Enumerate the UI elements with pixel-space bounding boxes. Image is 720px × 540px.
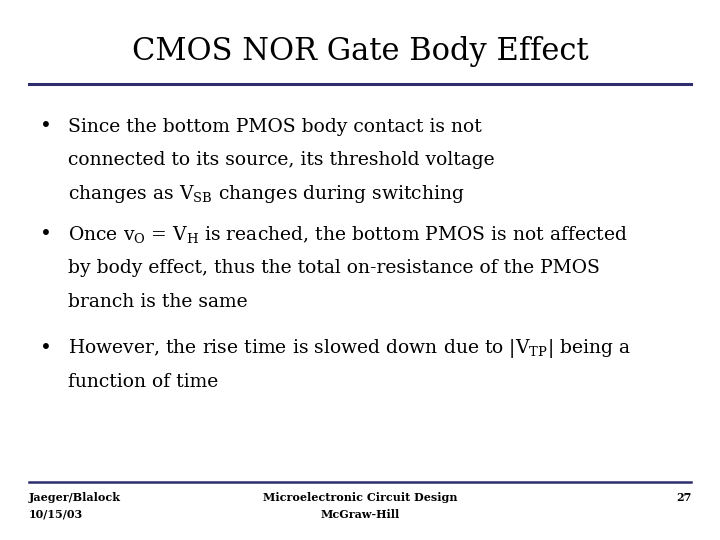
Text: Jaeger/Blalock: Jaeger/Blalock — [29, 492, 121, 503]
Text: 27: 27 — [676, 492, 691, 503]
Text: Once $\mathregular{v_O}$ = $\mathregular{V_H}$ is reached, the bottom PMOS is no: Once $\mathregular{v_O}$ = $\mathregular… — [68, 225, 629, 245]
Text: •: • — [40, 117, 51, 137]
Text: 10/15/03: 10/15/03 — [29, 509, 83, 519]
Text: connected to its source, its threshold voltage: connected to its source, its threshold v… — [68, 151, 495, 170]
Text: CMOS NOR Gate Body Effect: CMOS NOR Gate Body Effect — [132, 36, 588, 67]
Text: •: • — [40, 225, 51, 245]
Text: Since the bottom PMOS body contact is not: Since the bottom PMOS body contact is no… — [68, 118, 482, 136]
Text: by body effect, thus the total on-resistance of the PMOS: by body effect, thus the total on-resist… — [68, 259, 600, 278]
Text: changes as $\mathregular{V_{SB}}$ changes during switching: changes as $\mathregular{V_{SB}}$ change… — [68, 183, 465, 205]
Text: McGraw-Hill: McGraw-Hill — [320, 509, 400, 519]
Text: Microelectronic Circuit Design: Microelectronic Circuit Design — [263, 492, 457, 503]
Text: function of time: function of time — [68, 373, 219, 391]
Text: However, the rise time is slowed down due to $\mathregular{|V_{TP}|}$ being a: However, the rise time is slowed down du… — [68, 337, 631, 360]
Text: •: • — [40, 339, 51, 358]
Text: branch is the same: branch is the same — [68, 293, 248, 311]
